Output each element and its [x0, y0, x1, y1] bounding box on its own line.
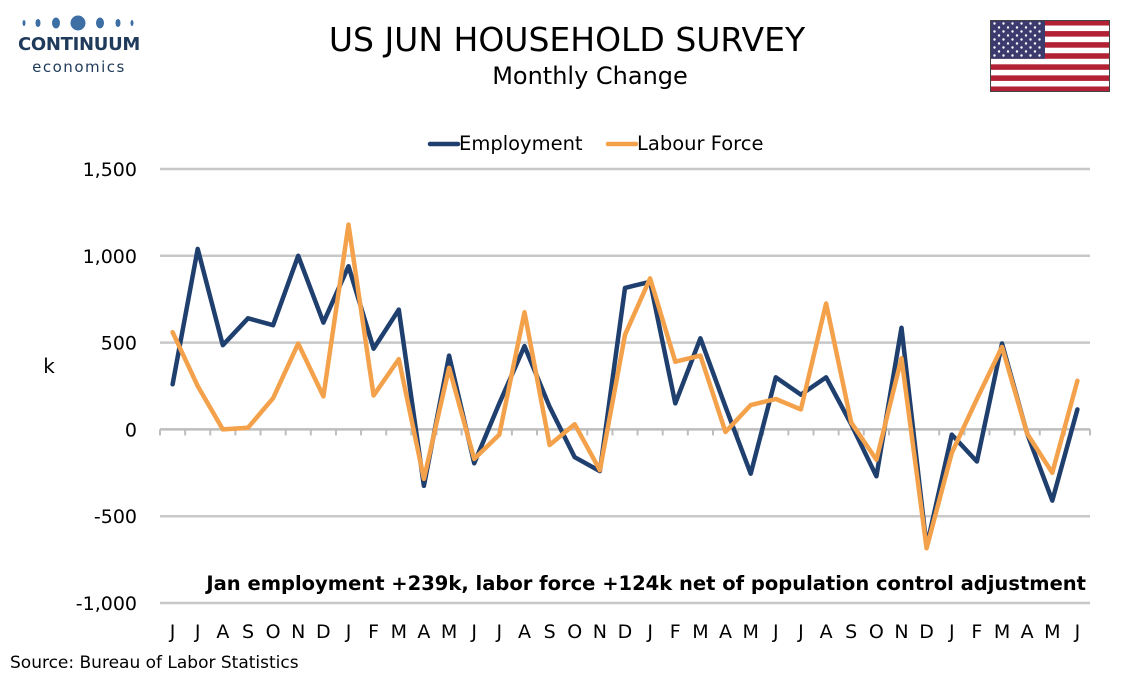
x-tick-label: A	[518, 621, 531, 643]
x-tick-label: A	[820, 621, 833, 643]
x-tick-label: J	[496, 621, 503, 643]
x-tick-label: J	[470, 621, 477, 643]
x-tick-label: J	[772, 621, 779, 643]
logo-dots-icon	[22, 15, 134, 31]
x-tick-label: J	[797, 621, 804, 643]
x-tick-label: M	[1044, 621, 1060, 643]
x-tick-label: O	[869, 621, 884, 643]
y-tick-label: 1,500	[83, 159, 137, 181]
us-flag-icon	[990, 20, 1110, 92]
chart-title: US JUN HOUSEHOLD SURVEY	[328, 20, 806, 59]
x-tick-label: M	[692, 621, 708, 643]
x-tick-label: A	[216, 621, 229, 643]
x-tick-label: D	[618, 621, 633, 643]
x-tick-label: N	[593, 621, 607, 643]
legend-label: Employment	[459, 132, 583, 155]
x-tick-label: M	[742, 621, 758, 643]
y-tick-label: 1,000	[83, 246, 137, 268]
x-tick-label: F	[670, 621, 681, 643]
y-tick-label: 0	[125, 419, 137, 441]
x-tick-label: N	[894, 621, 908, 643]
x-tick-label: J	[646, 621, 653, 643]
x-tick-label: A	[417, 621, 430, 643]
x-tick-label: J	[194, 621, 201, 643]
logo-brand-text: CONTINUUM	[17, 34, 141, 55]
source-note: Source: Bureau of Labor Statistics	[10, 653, 299, 673]
labour-force-series-line	[170, 222, 1080, 551]
x-tick-label: F	[368, 621, 379, 643]
x-tick-label: J	[1074, 621, 1081, 643]
x-tick-label: M	[441, 621, 457, 643]
x-tick-label: D	[316, 621, 331, 643]
y-tick-label: -1,000	[76, 593, 137, 615]
x-tick-label: S	[242, 621, 254, 643]
continuum-economics-logo: CONTINUUM economics	[14, 12, 144, 78]
x-tick-label: N	[291, 621, 305, 643]
x-tick-label: J	[345, 621, 352, 643]
x-tick-label: D	[919, 621, 934, 643]
x-tick-label: S	[544, 621, 556, 643]
y-axis-label: k	[43, 354, 55, 378]
x-tick-label: M	[391, 621, 407, 643]
x-tick-label: A	[1021, 621, 1034, 643]
y-tick-label: -500	[94, 506, 137, 528]
x-tick-label: A	[719, 621, 732, 643]
x-tick-label: M	[994, 621, 1010, 643]
chart-subtitle: Monthly Change	[492, 62, 688, 90]
chart-annotation: Jan employment +239k, labor force +124k …	[204, 572, 1086, 595]
legend-label: Labour Force	[637, 132, 763, 155]
x-tick-label: S	[845, 621, 857, 643]
x-tick-label: F	[971, 621, 982, 643]
x-tick-label: O	[266, 621, 281, 643]
y-tick-label: 500	[101, 333, 137, 355]
x-tick-label: J	[948, 621, 955, 643]
x-tick-label: J	[169, 621, 176, 643]
x-tick-label: O	[567, 621, 582, 643]
employment-series-line	[170, 246, 1080, 549]
logo-sub-text: economics	[32, 58, 126, 76]
